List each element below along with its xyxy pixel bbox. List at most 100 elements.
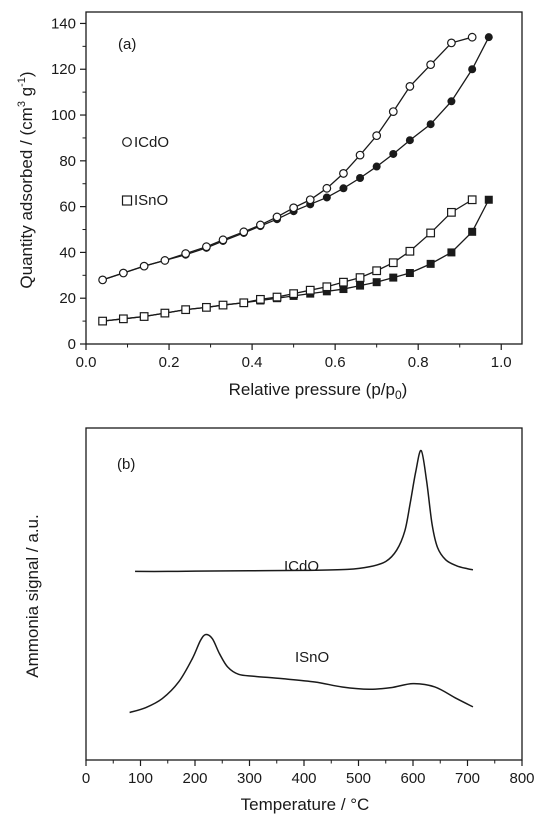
data-point-icdo-desorption xyxy=(372,131,382,141)
data-point-icdo-adsorption xyxy=(339,184,348,193)
x-tick-label: 0.4 xyxy=(242,354,263,371)
data-point-icdo-adsorption xyxy=(389,149,398,158)
data-point-icdo-adsorption xyxy=(405,136,414,145)
plot-frame xyxy=(85,11,523,345)
y-axis-title: Quantity adsorbed / (cm3 g-1) xyxy=(16,71,36,288)
x-tick-label: 600 xyxy=(400,770,425,787)
data-point-isno-desorption xyxy=(272,292,282,302)
data-point-isno-desorption xyxy=(388,258,398,268)
data-point-icdo-desorption xyxy=(181,249,191,258)
data-point-isno-desorption xyxy=(181,305,191,315)
data-point-isno-desorption xyxy=(372,266,382,276)
data-point-icdo-desorption xyxy=(426,60,436,70)
x-tick-label: 100 xyxy=(128,770,153,787)
data-point-icdo-desorption xyxy=(405,82,415,91)
y-axis-superscript-2: -1 xyxy=(16,77,28,87)
x-axis-subscript: 0 xyxy=(395,388,402,402)
x-axis-title: Temperature / °C xyxy=(241,795,370,814)
x-tick-label: 1.0 xyxy=(491,354,512,371)
series-line-icdo xyxy=(135,449,474,573)
data-point-icdo-desorption xyxy=(447,38,456,48)
y-axis-title: Ammonia signal / a.u. xyxy=(23,514,42,677)
y-tick-label: 100 xyxy=(51,107,76,124)
data-point-isno-adsorption xyxy=(372,278,381,287)
data-point-isno-desorption xyxy=(118,314,128,324)
plot-frame xyxy=(85,427,523,761)
data-point-icdo-desorption xyxy=(139,261,149,271)
data-point-isno-adsorption xyxy=(484,195,493,204)
x-tick-label: 500 xyxy=(346,770,371,787)
data-point-icdo-adsorption xyxy=(468,65,477,74)
series-line-icdo-adsorption xyxy=(102,36,490,281)
data-point-icdo-desorption xyxy=(118,268,128,278)
data-point-isno-desorption xyxy=(447,207,456,217)
series-label-icdo: ICdO xyxy=(284,558,319,575)
data-point-icdo-adsorption xyxy=(484,33,493,42)
data-point-icdo-desorption xyxy=(256,220,265,230)
data-point-isno-desorption xyxy=(339,277,348,287)
data-point-icdo-desorption xyxy=(218,235,228,245)
x-tick-label: 0.2 xyxy=(159,354,180,371)
legend-marker-circle xyxy=(122,137,132,147)
y-tick-label: 140 xyxy=(51,15,76,32)
data-point-icdo-adsorption xyxy=(426,120,435,129)
data-point-icdo-desorption xyxy=(339,169,348,178)
data-point-isno-desorption xyxy=(139,312,149,321)
data-point-isno-desorption xyxy=(202,302,211,312)
x-tick-label: 0.0 xyxy=(76,354,97,371)
data-point-icdo-desorption xyxy=(355,150,365,160)
panel-label: (a) xyxy=(118,36,136,53)
data-point-isno-adsorption xyxy=(426,259,435,268)
y-tick-label: 20 xyxy=(59,290,76,307)
data-point-isno-desorption xyxy=(289,289,299,299)
data-point-isno-adsorption xyxy=(468,227,477,236)
data-point-isno-adsorption xyxy=(405,269,414,278)
x-axis-title: Relative pressure (p/p0) xyxy=(229,380,408,402)
data-point-isno-desorption xyxy=(160,308,170,318)
data-point-icdo-desorption xyxy=(239,227,249,237)
legend-label-isno: ISnO xyxy=(134,192,168,209)
y-tick-label: 80 xyxy=(59,153,76,170)
data-point-isno-adsorption xyxy=(356,281,365,290)
x-tick-label: 800 xyxy=(509,770,534,787)
adsorption-isotherm-chart: 0.0 0.2 0.4 0.6 0.8 1.0 0 20 40 60 80 100 120 140 (a… xyxy=(16,11,523,402)
x-tick-label: 300 xyxy=(237,770,262,787)
data-point-isno-adsorption xyxy=(322,287,331,296)
x-tick-label: 700 xyxy=(455,770,480,787)
y-tick-label: 120 xyxy=(51,61,76,78)
x-tick-label: 0.8 xyxy=(408,354,429,371)
data-point-icdo-desorption xyxy=(388,107,398,116)
y-axis-superscript-1: 3 xyxy=(16,101,28,107)
data-point-isno-adsorption xyxy=(339,285,348,294)
data-point-icdo-adsorption xyxy=(372,162,381,171)
data-point-icdo-adsorption xyxy=(322,193,331,202)
data-point-icdo-desorption xyxy=(467,32,477,42)
data-point-isno-desorption xyxy=(355,273,365,282)
data-point-isno-adsorption xyxy=(389,273,398,282)
tpd-chart: 0 100 200 300 400 500 600 700 800 (b) ICdO ISnO … xyxy=(23,427,535,814)
x-tick-label: 400 xyxy=(291,770,316,787)
series-label-isno: ISnO xyxy=(295,649,329,666)
data-point-icdo-desorption xyxy=(160,256,170,265)
series-line-isno xyxy=(129,633,474,714)
panel-label: (b) xyxy=(117,456,135,473)
series-line-isno-desorption xyxy=(102,199,473,322)
series-line-icdo-desorption xyxy=(102,36,473,281)
data-point-isno-desorption xyxy=(322,282,332,292)
legend-marker-square xyxy=(121,195,133,206)
data-point-isno-desorption xyxy=(426,228,436,238)
data-point-isno-desorption xyxy=(218,300,228,310)
x-tick-label: 0.6 xyxy=(325,354,346,371)
data-point-isno-desorption xyxy=(239,298,249,308)
data-point-icdo-desorption xyxy=(322,183,332,193)
legend: ICdO ISnO xyxy=(121,134,169,209)
data-point-icdo-desorption xyxy=(305,195,315,205)
data-point-isno-desorption xyxy=(98,316,108,326)
data-point-icdo-desorption xyxy=(98,275,108,285)
y-tick-label: 0 xyxy=(68,336,76,353)
data-point-icdo-desorption xyxy=(289,203,299,213)
data-point-isno-desorption xyxy=(256,294,265,304)
data-point-icdo-desorption xyxy=(272,212,282,222)
data-point-isno-desorption xyxy=(305,285,315,295)
y-tick-label: 40 xyxy=(59,244,76,261)
